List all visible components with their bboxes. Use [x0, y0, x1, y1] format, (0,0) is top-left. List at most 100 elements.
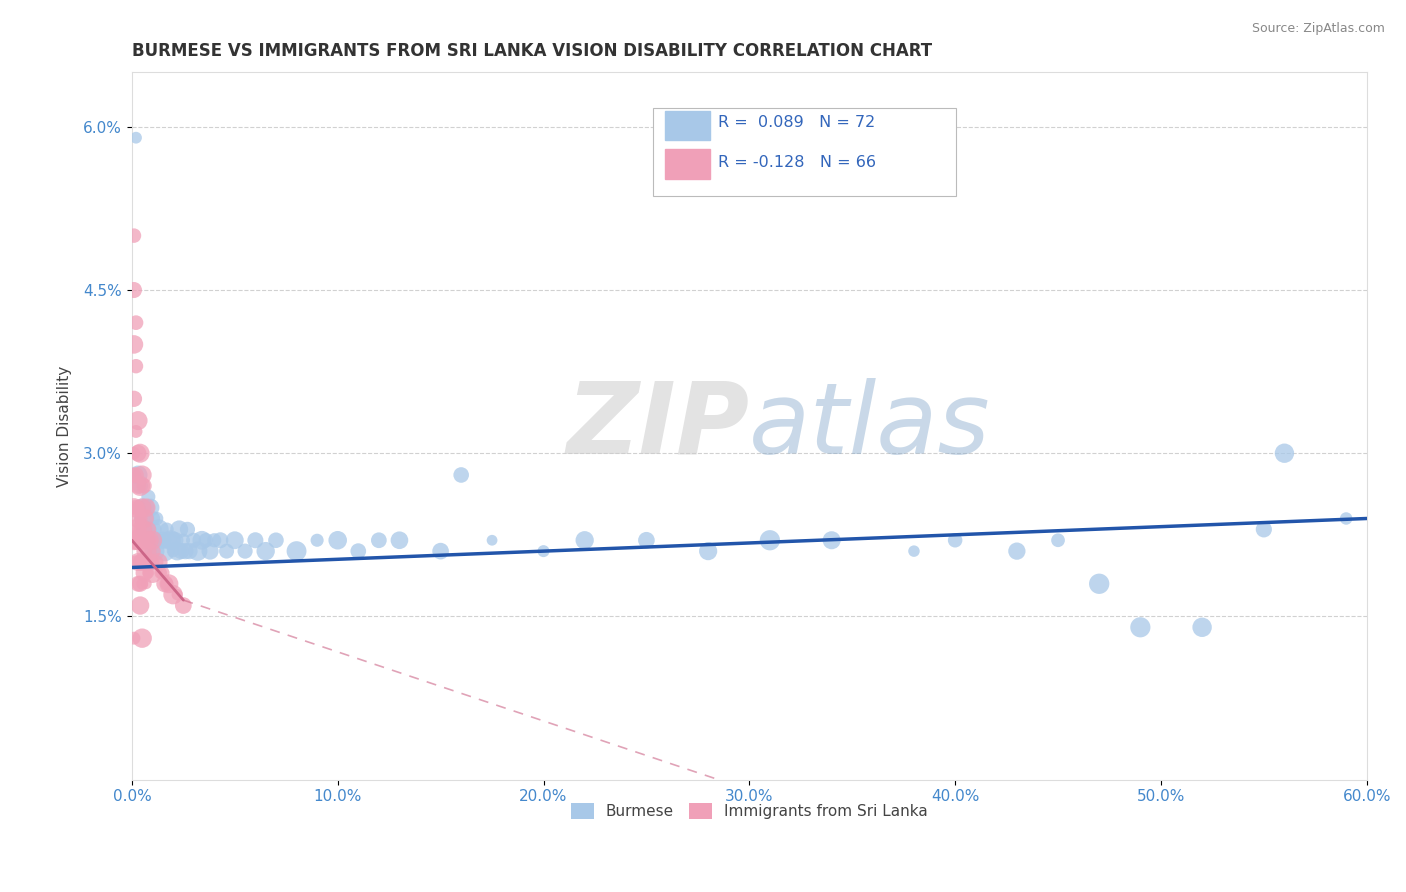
- Point: [131, 533, 153, 548]
- Point: [129, 479, 152, 493]
- Text: R = -0.128   N = 66: R = -0.128 N = 66: [718, 154, 876, 169]
- Point: [127, 511, 149, 525]
- Point: [1191, 620, 1213, 634]
- Point: [450, 467, 472, 482]
- Point: [195, 533, 218, 548]
- Text: ZIP: ZIP: [567, 377, 749, 475]
- Y-axis label: Vision Disability: Vision Disability: [58, 366, 72, 487]
- FancyBboxPatch shape: [652, 108, 956, 196]
- Point: [145, 533, 167, 548]
- Point: [264, 533, 287, 548]
- Point: [129, 599, 152, 613]
- Point: [135, 576, 157, 591]
- Point: [174, 544, 197, 558]
- Point: [156, 576, 179, 591]
- Point: [135, 533, 157, 548]
- Point: [134, 522, 156, 536]
- Point: [134, 544, 156, 558]
- Point: [138, 566, 160, 580]
- Point: [127, 467, 149, 482]
- Point: [131, 522, 153, 536]
- Point: [131, 500, 153, 515]
- Point: [429, 544, 451, 558]
- Point: [122, 283, 145, 297]
- Point: [347, 544, 370, 558]
- Point: [1253, 522, 1275, 536]
- Point: [129, 533, 152, 548]
- Point: [131, 555, 153, 569]
- Point: [127, 413, 149, 427]
- Point: [131, 467, 153, 482]
- Point: [125, 130, 148, 145]
- Point: [134, 479, 156, 493]
- Point: [636, 533, 658, 548]
- Point: [134, 511, 156, 525]
- Point: [533, 544, 555, 558]
- Point: [903, 544, 925, 558]
- Point: [820, 533, 842, 548]
- Point: [697, 544, 720, 558]
- Point: [160, 533, 183, 548]
- Point: [122, 392, 145, 406]
- Point: [125, 425, 148, 439]
- Point: [152, 533, 174, 548]
- Text: atlas: atlas: [749, 377, 991, 475]
- Point: [122, 228, 145, 243]
- Point: [759, 533, 782, 548]
- Point: [125, 555, 148, 569]
- Point: [141, 566, 163, 580]
- Point: [127, 500, 149, 515]
- Point: [125, 467, 148, 482]
- Point: [153, 544, 176, 558]
- Point: [141, 511, 163, 525]
- FancyBboxPatch shape: [665, 149, 710, 178]
- Point: [129, 511, 152, 525]
- Point: [139, 533, 162, 548]
- Point: [148, 555, 170, 569]
- Point: [138, 522, 160, 536]
- Point: [157, 533, 180, 548]
- Point: [135, 555, 157, 569]
- Point: [165, 533, 187, 548]
- Point: [138, 490, 160, 504]
- Point: [943, 533, 966, 548]
- Point: [135, 533, 157, 548]
- Point: [202, 533, 225, 548]
- Point: [183, 533, 205, 548]
- Point: [131, 631, 153, 645]
- Point: [139, 555, 162, 569]
- Point: [162, 544, 184, 558]
- Point: [191, 533, 214, 548]
- Point: [388, 533, 411, 548]
- Point: [233, 544, 256, 558]
- Point: [153, 576, 176, 591]
- Point: [125, 522, 148, 536]
- Point: [129, 555, 152, 569]
- Point: [198, 544, 221, 558]
- Point: [122, 631, 145, 645]
- Point: [122, 533, 145, 548]
- Point: [145, 555, 167, 569]
- Point: [166, 544, 188, 558]
- Point: [129, 446, 152, 460]
- Point: [224, 533, 246, 548]
- Point: [129, 522, 152, 536]
- Point: [122, 446, 145, 460]
- Point: [285, 544, 308, 558]
- Point: [125, 533, 148, 548]
- Point: [127, 555, 149, 569]
- Point: [131, 576, 153, 591]
- Legend: Burmese, Immigrants from Sri Lanka: Burmese, Immigrants from Sri Lanka: [564, 797, 934, 825]
- Point: [367, 533, 389, 548]
- Point: [129, 576, 152, 591]
- Point: [326, 533, 349, 548]
- Point: [138, 544, 160, 558]
- Point: [574, 533, 596, 548]
- Point: [176, 522, 198, 536]
- Point: [187, 544, 209, 558]
- Point: [215, 544, 238, 558]
- Point: [152, 566, 174, 580]
- Point: [1334, 511, 1357, 525]
- Point: [139, 533, 162, 548]
- Point: [156, 522, 179, 536]
